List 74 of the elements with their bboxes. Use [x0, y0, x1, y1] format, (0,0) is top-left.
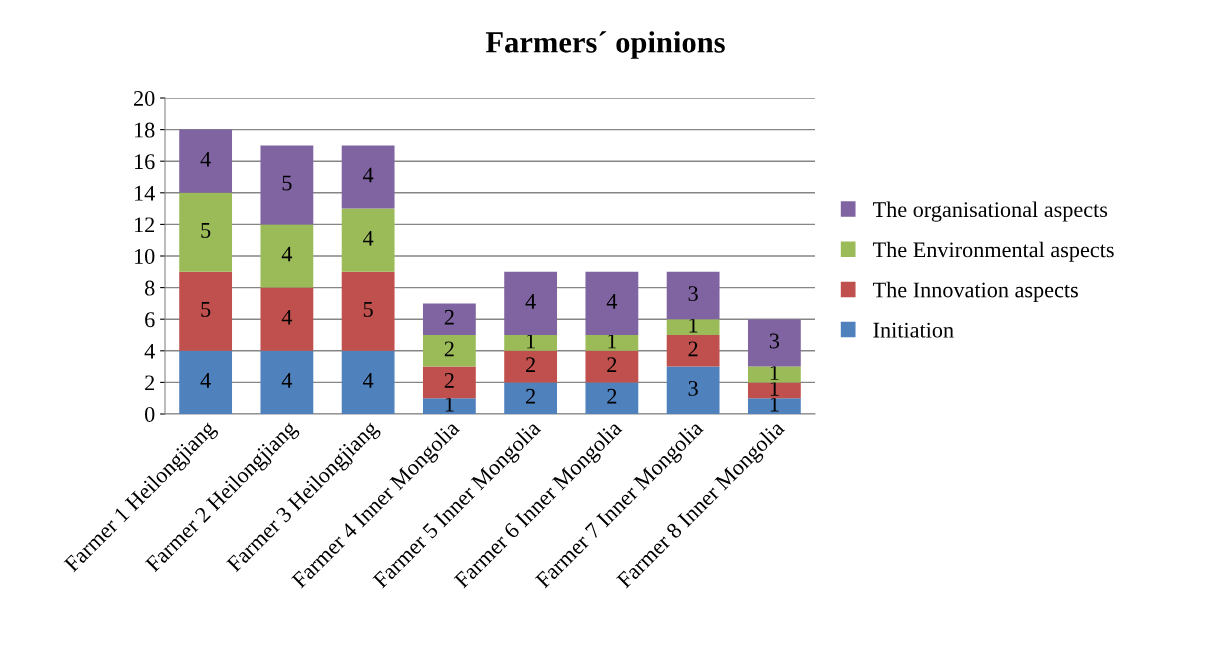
data-label: 2: [444, 341, 454, 357]
data-label: 4: [281, 246, 293, 262]
bar: [260, 145, 314, 225]
bar: [666, 271, 720, 320]
bar: [179, 192, 233, 272]
data-label: 2: [526, 357, 535, 372]
bar: [260, 287, 314, 351]
y-tick-label: 12: [135, 217, 155, 233]
data-label: 4: [281, 373, 293, 388]
bar: [260, 224, 314, 288]
bar: [341, 350, 395, 414]
bar: [422, 398, 476, 414]
data-label: 3: [688, 380, 698, 396]
data-label: 2: [688, 341, 698, 357]
bar: [341, 271, 395, 351]
data-label: 4: [200, 151, 211, 167]
bar: [504, 382, 558, 414]
legend-label: The organisational aspects: [873, 201, 1108, 222]
data-label: 2: [607, 357, 617, 372]
data-label: 4: [200, 373, 211, 388]
y-tick-label: 18: [135, 122, 155, 138]
data-label: 1: [770, 380, 779, 396]
bar: [585, 271, 639, 335]
bar: [666, 366, 720, 414]
data-label: 5: [363, 302, 373, 317]
bar: [341, 208, 395, 272]
bar: [179, 271, 233, 351]
data-label: 4: [363, 230, 374, 246]
y-tick-label: 6: [145, 312, 155, 328]
bar: [504, 350, 558, 383]
y-tick-label: 8: [145, 280, 155, 296]
data-label: 2: [526, 388, 535, 404]
bar: [341, 145, 395, 209]
y-tick-label: 16: [135, 154, 155, 170]
data-label: 2: [444, 373, 454, 388]
data-label: 1: [770, 365, 779, 380]
bar: [179, 129, 233, 193]
y-tick-label: 10: [135, 248, 155, 264]
bar: [260, 350, 314, 414]
data-label: 2: [607, 388, 617, 404]
y-tick-label: 14: [135, 185, 155, 201]
data-label: 2: [444, 309, 454, 325]
legend-label: The Environmental aspects: [873, 241, 1114, 262]
bar: [666, 335, 720, 367]
bar: [422, 303, 476, 335]
bar: [666, 319, 720, 335]
legend-label: Initiation: [873, 322, 954, 338]
bar: [422, 335, 476, 367]
y-tick-label: 0: [145, 406, 155, 422]
bar: [504, 271, 558, 335]
bar: [747, 319, 801, 367]
y-tick-label: 20: [134, 90, 155, 106]
bar: [585, 350, 639, 383]
bar: [504, 335, 558, 351]
chart-title: Farmers´ opinions: [485, 31, 725, 59]
data-label: 5: [201, 223, 211, 238]
data-label: 4: [606, 294, 618, 309]
data-label: 4: [363, 167, 374, 183]
bar: [585, 335, 639, 351]
data-label: 4: [363, 373, 374, 388]
data-label: 3: [688, 286, 698, 302]
bar: [585, 382, 639, 414]
y-tick-label: 4: [144, 343, 155, 359]
data-label: 3: [769, 333, 780, 349]
bar: [422, 366, 476, 399]
legend-label: The Innovation aspects: [873, 281, 1078, 302]
data-label: 5: [201, 302, 211, 317]
data-label: 4: [281, 309, 293, 325]
y-tick-label: 2: [145, 375, 155, 391]
bar: [179, 350, 233, 414]
data-label: 1: [689, 317, 698, 333]
data-label: 1: [770, 396, 779, 412]
data-label: 5: [282, 175, 292, 191]
data-label: 4: [525, 294, 536, 309]
